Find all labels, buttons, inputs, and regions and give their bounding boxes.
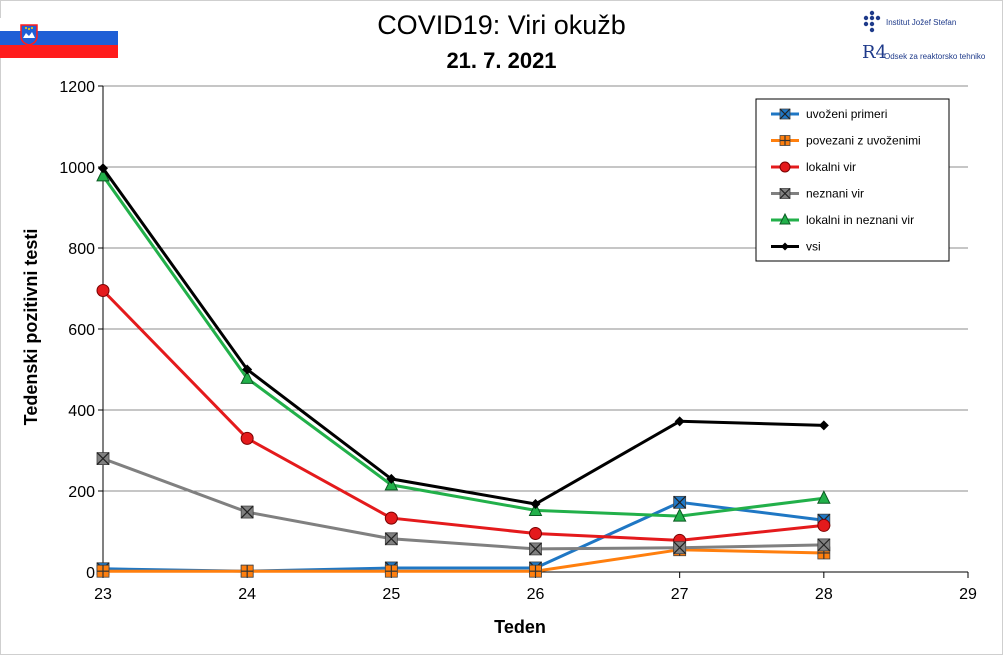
data-point [386,473,397,484]
data-point [98,163,108,174]
series-line [101,167,824,506]
data-point [817,538,831,552]
series-layer [96,163,831,578]
data-point [530,498,541,509]
data-point [673,495,687,509]
marker-stroke [673,541,687,555]
x-axis-label: Teden [494,617,546,637]
legend-label: povezani z uvoženimi [806,134,921,148]
ijs-logo: Institut Jožef Stefan [862,10,992,38]
chart-subtitle: 21. 7. 2021 [446,48,557,73]
y-tick-label: 600 [68,322,95,339]
data-point [673,541,687,555]
slovenia-flag [0,18,118,58]
data-point [528,502,543,516]
y-tick-label: 0 [86,565,95,582]
x-tick-label: 23 [94,586,112,603]
legend-item: neznani vir [771,187,864,201]
marker-stroke [529,542,542,556]
marker-stroke [240,505,254,519]
chart-title: COVID19: Viri okužb [377,10,626,40]
data-point [242,364,253,375]
coat-of-arms-icon [20,24,38,46]
legend: uvoženi primeri povezani z uvoženimi lokal… [755,98,950,262]
legend-label: uvoženi primeri [806,107,887,121]
r4-logo-text: Odsek za reaktorsko tehniko [884,52,986,61]
legend-item: uvoženi primeri [771,107,887,121]
data-point [781,242,789,251]
data-point [672,507,687,522]
data-point [240,370,254,384]
data-point [529,527,542,541]
series-4 [96,167,831,522]
y-tick-label: 1200 [59,79,95,96]
data-point [817,518,831,532]
legend-label: lokalni in neznani vir [806,213,914,227]
data-point [779,188,791,199]
x-tick-label: 27 [671,586,689,603]
data-point [779,108,791,120]
data-point [674,416,685,427]
marker-stroke [779,188,791,199]
x-tick-label: 25 [382,586,400,603]
x-tick-label: 24 [238,586,256,603]
data-point [240,564,254,578]
data-point [240,431,254,445]
legend-item: lokalni in neznani vir [771,212,914,227]
data-point [817,490,831,504]
y-tick-label: 200 [68,484,95,501]
series-line [102,457,824,551]
series-line [103,548,824,573]
r4-logo-mark: R4 [862,42,888,63]
x-tick-label: 26 [527,586,545,603]
series-5 [98,163,829,509]
data-point [529,542,542,556]
y-tick-label: 800 [68,241,95,258]
ijs-logo-text: Institut Jožef Stefan [886,18,957,27]
data-point [384,532,398,546]
y-tick-label: 400 [68,403,95,420]
y-axis-label: Tedenski pozitivni testi [21,229,41,426]
legend-label: vsi [806,240,821,254]
data-point [529,564,542,578]
x-tick-label: 28 [815,586,833,603]
legend-label: lokalni vir [806,160,856,174]
data-point [240,505,254,519]
data-point [384,476,399,491]
marker-stroke [384,532,398,546]
data-point [818,420,829,431]
series-line [101,175,824,518]
data-point [384,511,398,525]
data-point [96,284,110,298]
marker-stroke [673,495,687,509]
data-point [96,452,110,466]
data-point [96,564,110,578]
marker-stroke [817,538,831,552]
data-point [384,564,398,578]
data-point [779,135,791,146]
legend-item: vsi [771,240,821,254]
series-3 [96,452,831,556]
ijs-dots-icon [863,10,881,33]
legend-label: neznani vir [806,187,864,201]
x-tick-label: 29 [959,586,977,603]
r4-logo: R4 Odsek za reaktorsko tehniko [860,42,1000,68]
marker-stroke [96,452,110,466]
legend-item: lokalni vir [771,160,856,174]
y-tick-label: 1000 [59,160,95,177]
series-2 [96,284,831,547]
data-point [779,161,791,173]
data-point [779,212,791,225]
legend-box [755,98,950,262]
tick-labels: 0 200 400 600 800 1000 1200 23 24 25 26 27 28 29 [59,79,977,603]
legend-item: povezani z uvoženimi [771,134,921,148]
marker-stroke [779,108,791,120]
series-line [101,289,824,542]
